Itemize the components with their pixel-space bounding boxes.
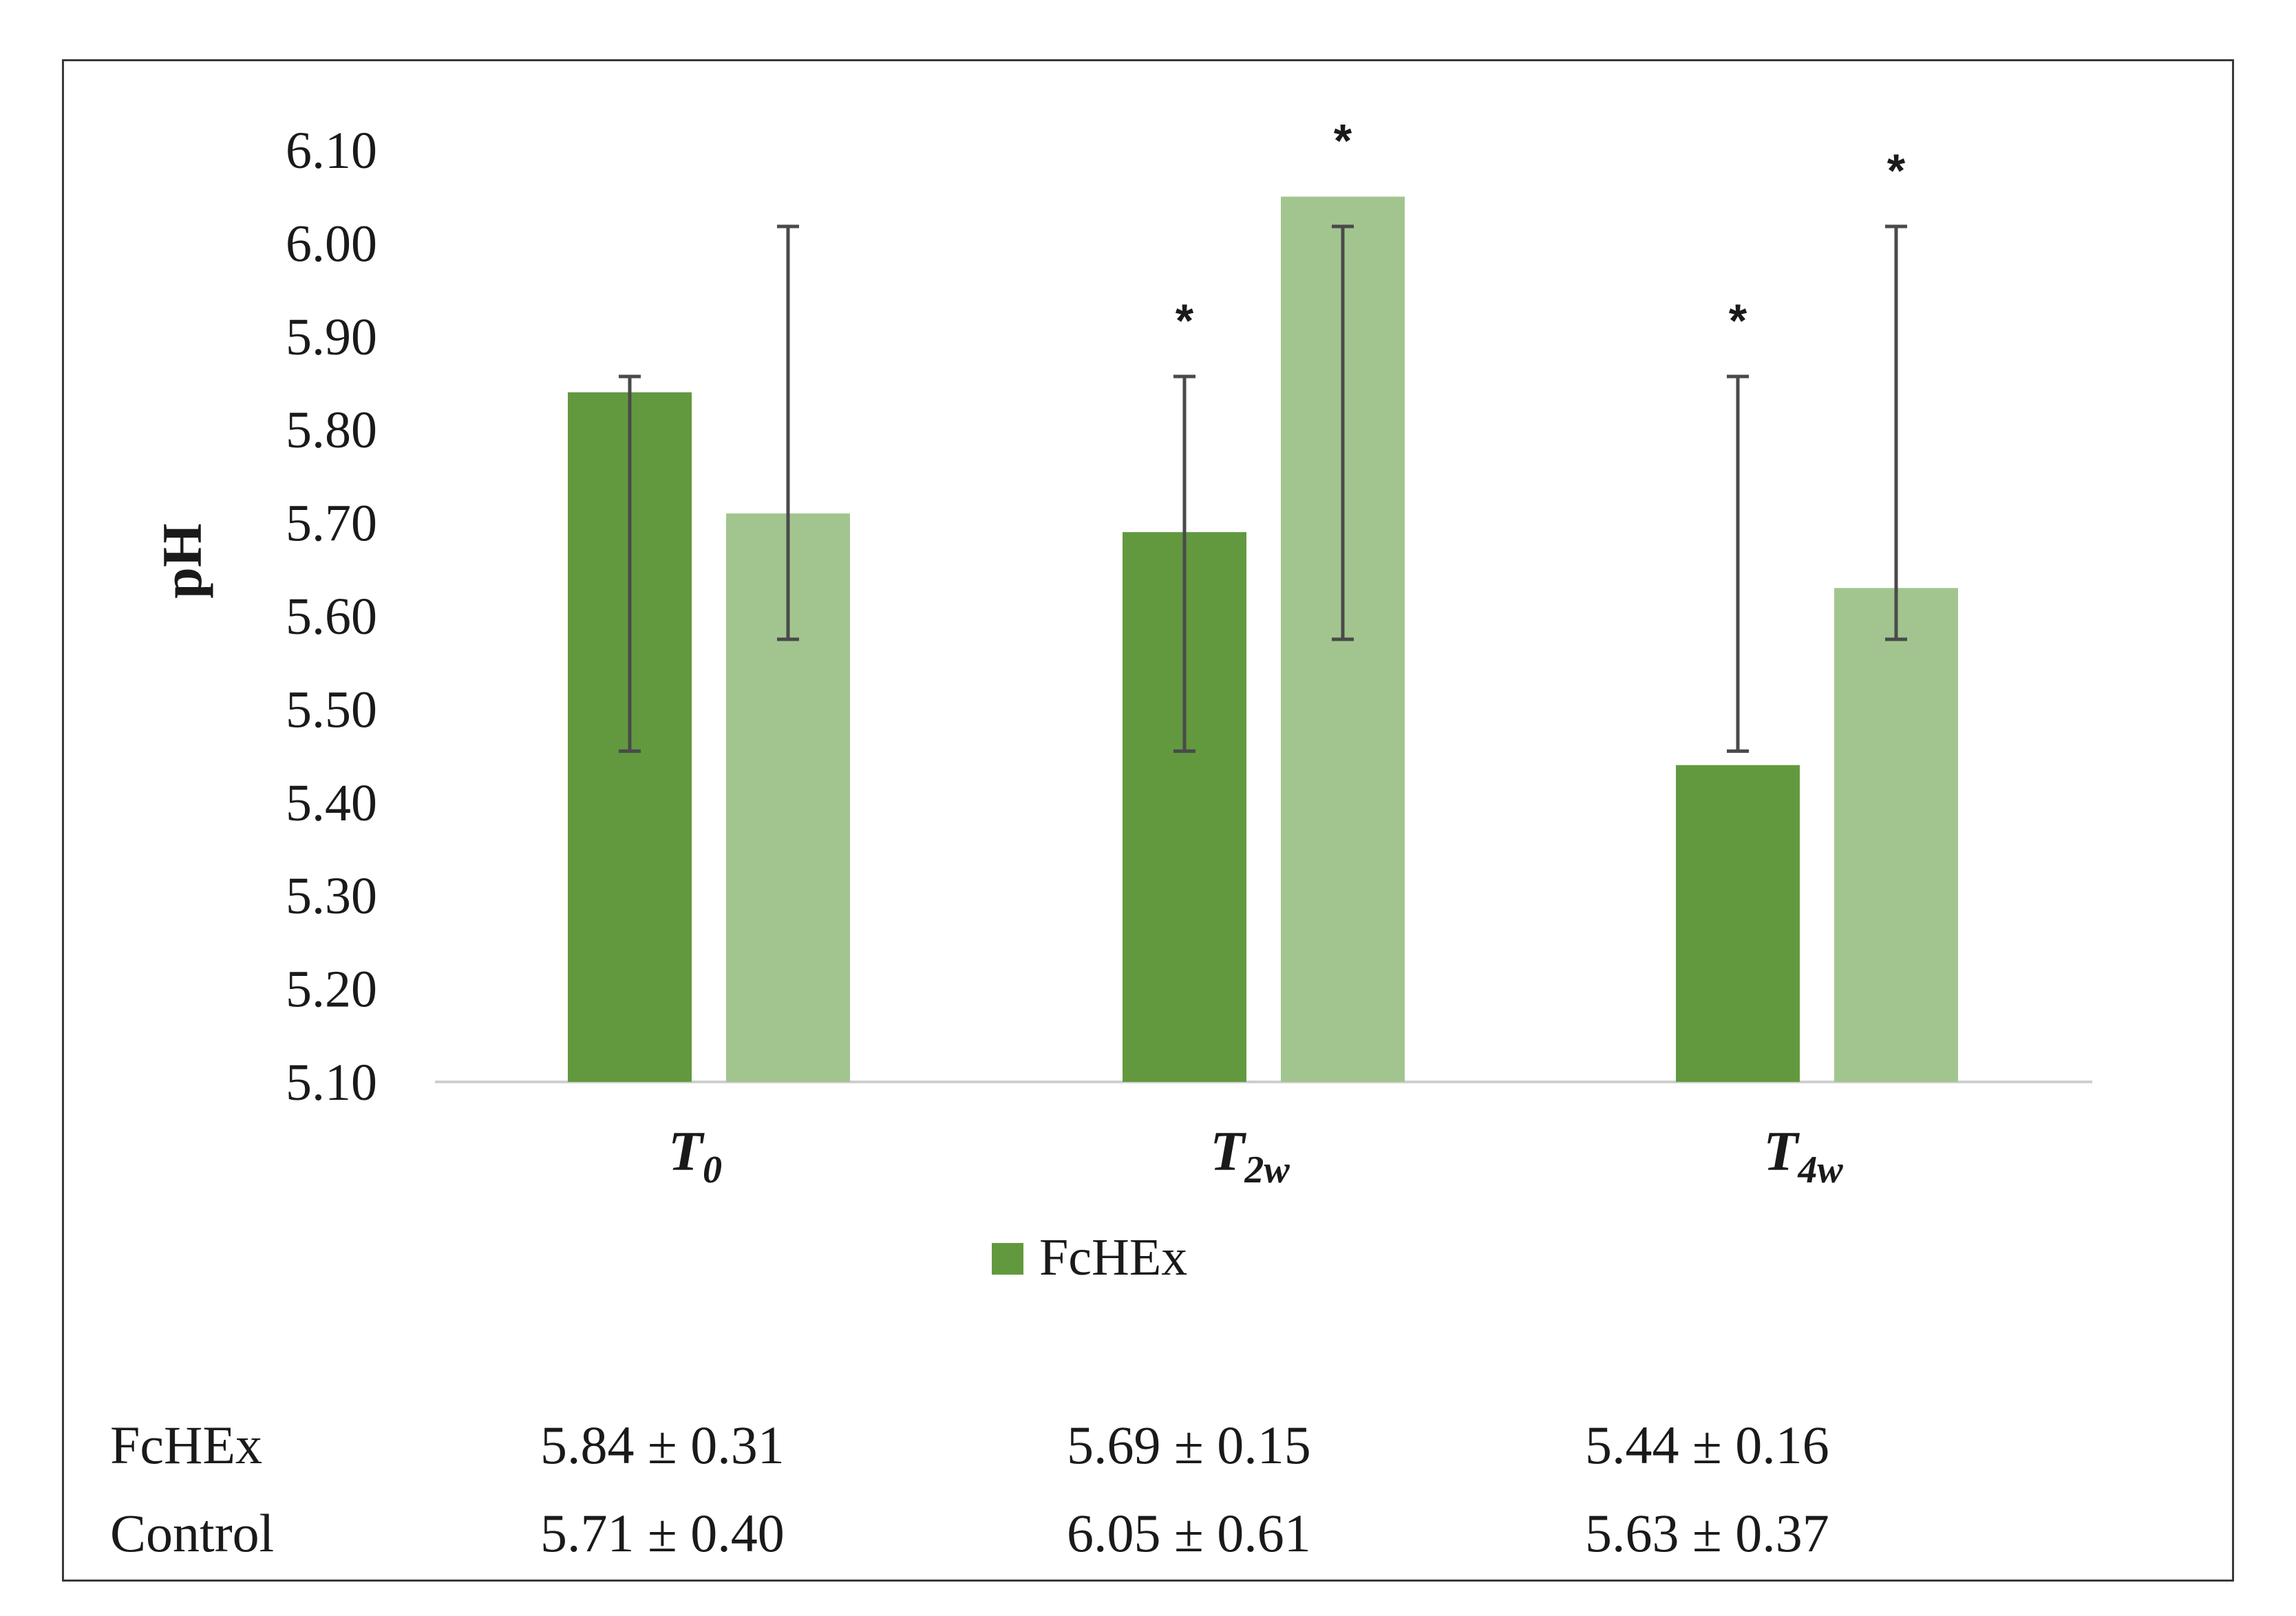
- y-tick-label: 5.20: [286, 961, 377, 1019]
- y-tick-label: 5.10: [286, 1054, 377, 1112]
- summary-cell: 5.71 ± 0.40: [540, 1503, 785, 1563]
- summary-cell: 6.05 ± 0.61: [1067, 1503, 1311, 1563]
- error-bar-control: [1885, 224, 1907, 641]
- significance-markers: * * * *: [1176, 115, 1906, 347]
- summary-row-label: FcHEx: [110, 1415, 262, 1475]
- significance-star: *: [1729, 295, 1747, 347]
- error-bar-fchex: [619, 374, 641, 753]
- y-tick-label: 5.60: [286, 588, 377, 646]
- y-tick-label: 5.90: [286, 308, 377, 366]
- legend: FcHEx: [992, 1229, 1187, 1286]
- figure-frame: [62, 59, 2234, 1582]
- x-tick-label: T2w: [1210, 1120, 1290, 1191]
- error-bar-fchex: [1727, 374, 1749, 753]
- bar-fchex: [1676, 765, 1800, 1082]
- summary-cell: 5.84 ± 0.31: [540, 1415, 785, 1475]
- legend-label-fchex: FcHEx: [1039, 1229, 1187, 1286]
- y-axis-title: pH: [151, 523, 213, 598]
- y-tick-label: 6.10: [286, 122, 377, 180]
- summary-cell: 5.63 ± 0.37: [1585, 1503, 1829, 1563]
- y-tick-label: 5.40: [286, 774, 377, 832]
- summary-cell: 5.44 ± 0.16: [1585, 1415, 1829, 1475]
- y-tick-label: 5.50: [286, 681, 377, 738]
- summary-row-label: Control: [110, 1503, 275, 1563]
- x-tick-label: T0: [668, 1120, 722, 1191]
- legend-swatch-fchex: [992, 1243, 1023, 1275]
- significance-star: *: [1334, 115, 1352, 167]
- y-tick-label: 5.30: [286, 867, 377, 925]
- x-axis-categories: T0 T2w T4w: [668, 1120, 1843, 1191]
- significance-star: *: [1176, 295, 1194, 347]
- error-bar-fchex: [1173, 374, 1195, 753]
- y-tick-label: 5.80: [286, 401, 377, 459]
- x-tick-label: T4w: [1763, 1120, 1843, 1191]
- summary-cell: 5.69 ± 0.15: [1067, 1415, 1311, 1475]
- error-bar-control: [777, 224, 799, 641]
- significance-star: *: [1887, 145, 1906, 197]
- y-tick-label: 6.00: [286, 215, 377, 273]
- y-axis-ticks: 5.10 5.20 5.30 5.40 5.50 5.60 5.70 5.80 5.90 6.00…: [286, 122, 377, 1112]
- bar-control: [1834, 588, 1958, 1082]
- error-bars-group: [619, 224, 1907, 753]
- y-tick-label: 5.70: [286, 495, 377, 553]
- bars-group: [568, 196, 1958, 1083]
- error-bar-control: [1332, 224, 1354, 641]
